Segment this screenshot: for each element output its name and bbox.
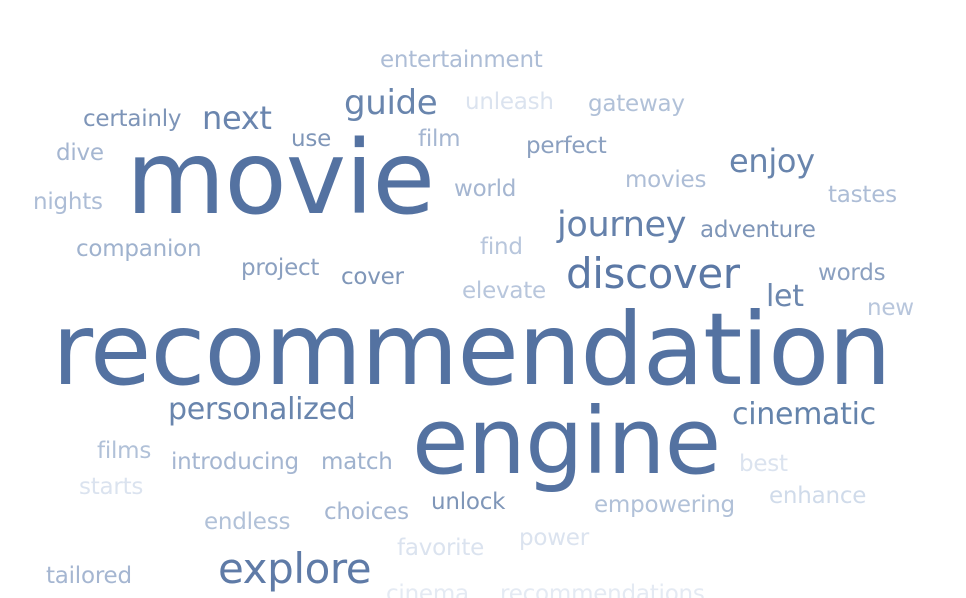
word-movie: movie xyxy=(126,119,435,238)
word-journey: journey xyxy=(557,205,687,245)
word-best: best xyxy=(739,451,788,477)
word-tailored: tailored xyxy=(46,563,132,589)
word-certainly: certainly xyxy=(83,106,182,132)
word-explore: explore xyxy=(218,544,372,593)
word-films: films xyxy=(97,438,152,464)
word-discover: discover xyxy=(566,249,740,298)
word-next: next xyxy=(202,99,272,137)
word-entertainment: entertainment xyxy=(380,47,543,73)
word-words: words xyxy=(818,260,886,286)
word-unleash: unleash xyxy=(465,89,554,115)
word-empowering: empowering xyxy=(594,492,735,518)
word-adventure: adventure xyxy=(700,217,816,243)
word-use: use xyxy=(291,126,332,152)
word-favorite: favorite xyxy=(397,535,485,561)
word-cinematic: cinematic xyxy=(732,397,876,432)
word-find: find xyxy=(480,234,523,260)
word-cover: cover xyxy=(341,264,404,290)
word-dive: dive xyxy=(56,140,104,166)
word-personalized: personalized xyxy=(168,392,356,427)
word-enjoy: enjoy xyxy=(729,142,815,180)
word-movies: movies xyxy=(625,167,707,193)
word-perfect: perfect xyxy=(526,133,607,159)
word-starts: starts xyxy=(79,474,144,500)
word-companion: companion xyxy=(76,236,202,262)
word-choices: choices xyxy=(324,499,409,525)
word-let: let xyxy=(766,279,804,314)
word-recommendations: recommendations xyxy=(500,581,705,598)
word-gateway: gateway xyxy=(588,91,685,117)
word-match: match xyxy=(321,449,393,475)
word-enhance: enhance xyxy=(769,483,867,509)
word-unlock: unlock xyxy=(431,489,506,515)
word-guide: guide xyxy=(344,83,438,123)
word-world: world xyxy=(454,176,517,202)
word-tastes: tastes xyxy=(828,182,897,208)
word-cinema: cinema xyxy=(386,581,469,598)
word-power: power xyxy=(519,525,589,551)
word-nights: nights xyxy=(33,189,103,215)
word-project: project xyxy=(241,255,320,281)
word-introducing: introducing xyxy=(171,449,299,475)
word-endless: endless xyxy=(204,509,291,535)
word-recommendation: recommendation xyxy=(52,291,892,408)
word-elevate: elevate xyxy=(462,278,546,304)
word-film: film xyxy=(418,126,461,152)
word-engine: engine xyxy=(412,388,721,495)
word-new: new xyxy=(867,295,914,321)
